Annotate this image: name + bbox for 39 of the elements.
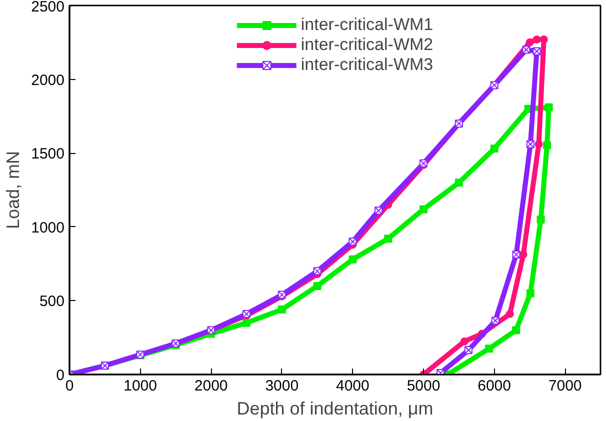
point [278, 306, 286, 314]
legend-label: inter-critical-WM2 [300, 35, 434, 55]
x-tick-label: 2000 [194, 378, 228, 394]
point [460, 337, 468, 346]
point [536, 216, 545, 224]
y-axis-title: Load, mN [3, 150, 24, 230]
x-tick-label: 7000 [548, 378, 582, 394]
point [534, 140, 543, 148]
point [420, 205, 428, 214]
point [526, 289, 534, 298]
x-axis-title: Depth of indentation, μm [236, 398, 434, 418]
y-tick-label: 1000 [31, 219, 65, 236]
point [485, 344, 494, 353]
y-tick-label: 2500 [31, 0, 65, 16]
point [532, 35, 541, 44]
x-tick-label: 4000 [336, 378, 370, 394]
point [526, 38, 534, 46]
x-tick-label: 1000 [124, 378, 157, 394]
x-tick-label: 6000 [478, 378, 511, 394]
point [242, 318, 250, 327]
y-tick-label: 1500 [31, 146, 65, 163]
point [384, 234, 392, 243]
point [544, 103, 553, 112]
legend-label: inter-critical-WM3 [300, 55, 434, 75]
point [543, 141, 552, 150]
x-tick-label: 3000 [265, 378, 299, 394]
y-tick-label: 2000 [31, 72, 65, 89]
point [348, 255, 357, 264]
point [454, 178, 463, 187]
point [540, 35, 548, 44]
point [490, 144, 498, 153]
y-tick-label: 500 [39, 293, 65, 310]
point [519, 250, 528, 258]
point [512, 326, 520, 334]
point [506, 310, 514, 318]
x-tick-label: 5000 [406, 378, 440, 394]
point [313, 282, 322, 290]
y-tick-label: 0 [56, 367, 64, 384]
legend-label: inter-critical-WM1 [300, 15, 434, 35]
